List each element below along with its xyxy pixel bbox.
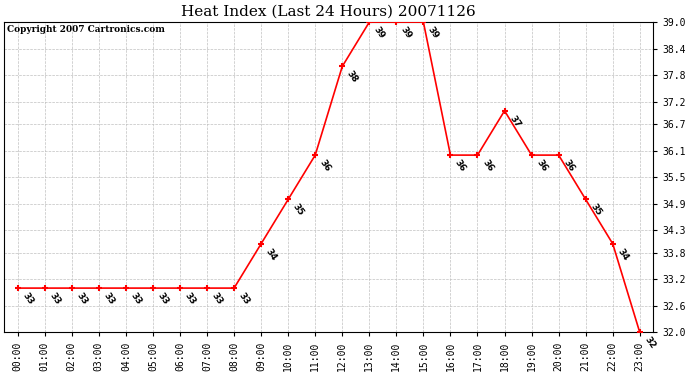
Text: 36: 36 (562, 158, 576, 173)
Text: 33: 33 (183, 291, 197, 306)
Text: 34: 34 (264, 246, 279, 262)
Text: 36: 36 (480, 158, 495, 173)
Text: 35: 35 (291, 202, 306, 217)
Text: 33: 33 (156, 291, 170, 306)
Text: 37: 37 (507, 114, 522, 129)
Text: 35: 35 (589, 202, 603, 217)
Text: 36: 36 (453, 158, 468, 173)
Text: 33: 33 (48, 291, 62, 306)
Text: 33: 33 (128, 291, 144, 306)
Text: 34: 34 (615, 246, 630, 262)
Text: 39: 39 (372, 25, 386, 40)
Text: 33: 33 (21, 291, 35, 306)
Text: 32: 32 (642, 335, 657, 351)
Text: 36: 36 (318, 158, 333, 173)
Text: 33: 33 (237, 291, 251, 306)
Text: 33: 33 (101, 291, 116, 306)
Text: 38: 38 (345, 69, 359, 85)
Text: Copyright 2007 Cartronics.com: Copyright 2007 Cartronics.com (8, 25, 166, 34)
Text: 33: 33 (75, 291, 89, 306)
Text: 39: 39 (399, 25, 414, 40)
Text: 36: 36 (534, 158, 549, 173)
Text: 33: 33 (210, 291, 224, 306)
Title: Heat Index (Last 24 Hours) 20071126: Heat Index (Last 24 Hours) 20071126 (181, 4, 476, 18)
Text: 39: 39 (426, 25, 441, 40)
